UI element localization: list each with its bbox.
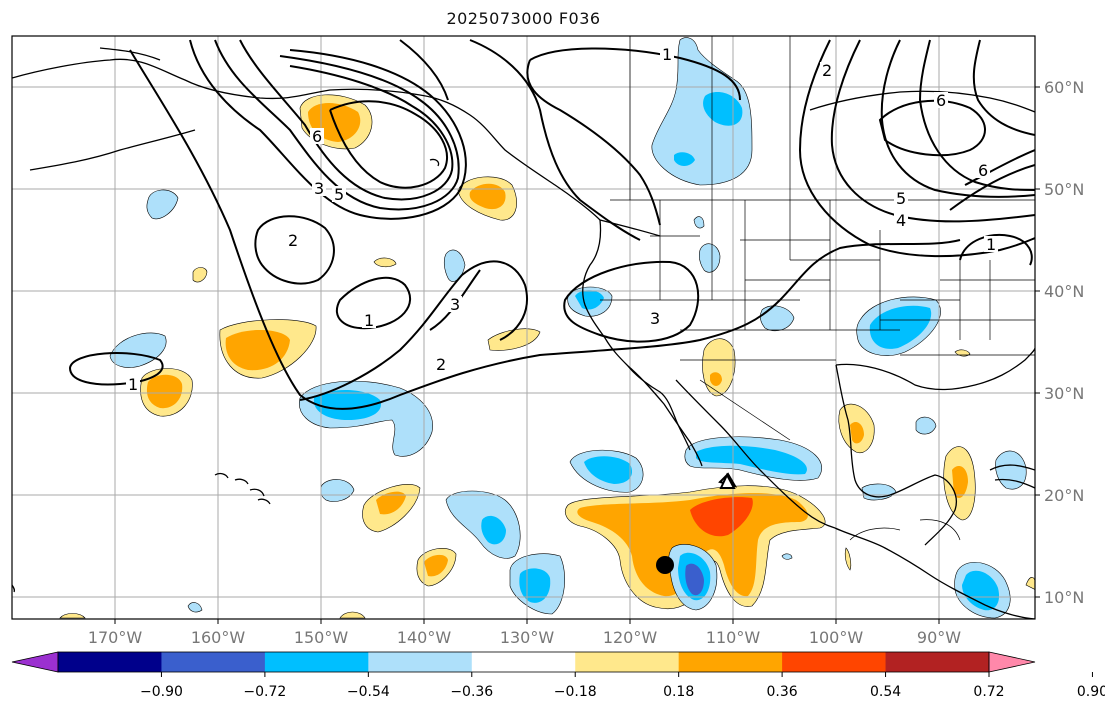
lat-label: 30°N: [1044, 384, 1084, 403]
positive-anomaly: [192, 267, 208, 283]
contour-label: 6: [312, 127, 322, 146]
map-title: 2025073000 F036: [446, 9, 601, 28]
negative-anomaly: [915, 416, 937, 435]
colorbar-tick-label: −0.54: [347, 684, 390, 700]
colorbar: −0.90 −0.72 −0.54 −0.36 −0.18 0.18 0.36 0.54 0.7…: [11, 651, 1105, 700]
negative-anomaly: [313, 389, 381, 420]
negative-anomaly: [575, 290, 604, 310]
lon-label: 150°W: [294, 628, 349, 647]
colorbar-tick-label: −0.36: [450, 684, 493, 700]
colorbar-tick-label: −0.90: [140, 684, 183, 700]
colorbar-segment: [885, 652, 990, 672]
negative-anomaly: [187, 602, 203, 613]
colorbar-segment: [368, 652, 473, 672]
negative-anomaly: [651, 37, 753, 186]
colorbar-tick-label: −0.72: [243, 684, 286, 700]
positive-anomaly: [1025, 577, 1035, 590]
lon-label: 170°W: [88, 628, 143, 647]
colorbar-segment: [782, 652, 887, 672]
lon-label: 90°W: [917, 628, 961, 647]
contour-label: 4: [896, 211, 906, 230]
colorbar-tick-label: −0.18: [554, 684, 597, 700]
lat-label: 10°N: [1044, 588, 1084, 607]
positive-anomaly: [373, 257, 397, 268]
positive-anomaly: [850, 421, 864, 444]
storm-position-dot: [656, 556, 674, 574]
colorbar-tick-label: 0.18: [663, 684, 694, 700]
negative-anomaly: [584, 456, 633, 484]
lat-label: 40°N: [1044, 282, 1084, 301]
contour-label-layer: 1 1 1 1 2 2 2 3 3 3 5: [126, 45, 998, 394]
contour-label: 5: [334, 185, 344, 204]
lon-label: 160°W: [191, 628, 246, 647]
contour-label: 1: [986, 235, 996, 254]
contour-label: 3: [650, 309, 660, 328]
contour-label: 1: [128, 375, 138, 394]
colorbar-segment: [471, 652, 576, 672]
colorbar-tick-label: 0.72: [973, 684, 1004, 700]
lat-ticks: [1035, 86, 1040, 598]
contour-label: 5: [896, 189, 906, 208]
contour-label: 6: [978, 161, 988, 180]
negative-anomaly: [781, 553, 793, 560]
lon-label: 110°W: [706, 628, 761, 647]
negative-anomaly: [698, 243, 721, 273]
colorbar-tick-label: 0.90: [1077, 684, 1105, 700]
positive-anomaly: [710, 372, 722, 386]
lat-label: 60°N: [1044, 78, 1084, 97]
colorbar-segment: [161, 652, 266, 672]
colorbar-tick-label: 0.54: [870, 684, 901, 700]
lon-label: 130°W: [500, 628, 555, 647]
negative-anomaly: [962, 570, 1000, 611]
contour-label: 3: [314, 179, 324, 198]
negative-anomaly: [693, 216, 705, 229]
lat-label: 50°N: [1044, 180, 1084, 199]
colorbar-segment: [264, 652, 369, 672]
positive-anomaly: [952, 466, 968, 498]
negative-anomaly: [146, 189, 179, 220]
positive-anomaly: [424, 554, 448, 577]
contour-label: 2: [288, 231, 298, 250]
lon-ticks: [114, 619, 940, 624]
positive-anomaly: [469, 183, 506, 210]
positive-anomaly: [376, 491, 406, 515]
contour-label: 2: [436, 355, 446, 374]
lon-labels: 170°W 160°W 150°W 140°W 130°W 120°W 110°…: [88, 628, 961, 647]
graticule: [12, 36, 1035, 619]
negative-anomaly: [481, 515, 506, 545]
negative-anomaly: [674, 152, 695, 166]
lon-label: 120°W: [603, 628, 658, 647]
positive-anomaly: [690, 497, 753, 537]
colorbar-segment: [678, 652, 783, 672]
colorbar-tick-label: 0.36: [767, 684, 798, 700]
colorbar-segment: [58, 652, 162, 672]
negative-anomaly: [869, 305, 932, 349]
lat-labels: 60°N 50°N 40°N 30°N 20°N 10°N: [1044, 78, 1084, 607]
political-borders: [600, 36, 1035, 541]
positive-anomaly: [146, 374, 183, 409]
contour-label: 1: [662, 45, 672, 64]
contour-label: 2: [822, 61, 832, 80]
lon-label: 140°W: [397, 628, 452, 647]
positive-anomaly: [339, 611, 366, 619]
colorbar-segment: [575, 652, 680, 672]
lat-label: 20°N: [1044, 486, 1084, 505]
negative-anomaly: [109, 332, 167, 368]
negative-anomaly: [685, 563, 704, 596]
colorbar-extend-high: [988, 651, 1036, 673]
map-frame: [11, 35, 1036, 620]
contour-label: 1: [364, 311, 374, 330]
contour-label: 6: [936, 91, 946, 110]
colorbar-extend-low: [11, 651, 59, 673]
colorbar-outline: [57, 651, 990, 673]
positive-anomaly: [59, 613, 86, 619]
storm-position-triangle: [719, 472, 736, 489]
positive-anomaly: [225, 329, 290, 371]
positive-anomaly: [577, 493, 808, 597]
contour-label: 3: [450, 295, 460, 314]
lon-label: 100°W: [809, 628, 864, 647]
positive-anomaly: [844, 547, 852, 571]
